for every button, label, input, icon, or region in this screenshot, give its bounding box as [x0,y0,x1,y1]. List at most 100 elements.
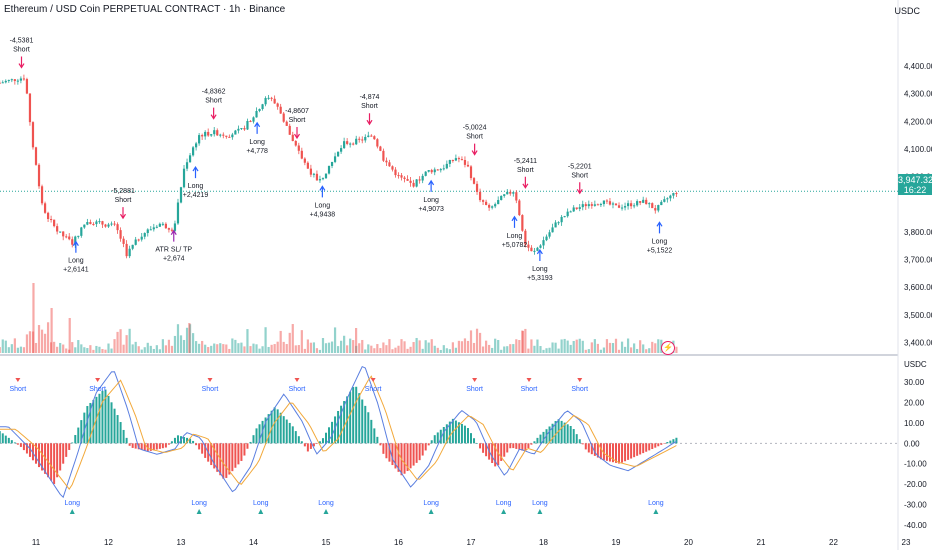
volume-bar [74,347,77,353]
signal-value: +4,9073 [418,206,444,213]
candle-body [330,161,334,166]
candle-body [596,204,599,206]
candle-body [294,140,297,146]
candle-body [445,163,448,169]
histogram-bar [62,443,65,464]
candle-body [46,212,50,220]
histogram-bar [466,428,469,444]
histogram-bar [645,443,648,452]
histogram-bar [611,443,614,463]
volume-bar [409,346,412,353]
candle-body [303,158,306,163]
histogram-bar [506,443,509,453]
time-tick-label: 14 [249,538,258,547]
candle-body [418,179,421,181]
osc-short-label: Short [289,386,306,393]
volume-bar [657,339,660,353]
signal-label: Long [423,197,439,204]
candle-body [333,156,337,162]
candle-body [312,173,316,175]
histogram-bar [110,402,113,444]
candle-body [43,203,47,213]
histogram-bar [572,429,575,444]
candle-body [306,162,309,169]
candle-body [557,222,560,224]
volume-bar [642,344,645,353]
candle-body [463,159,467,165]
volume-bar [306,339,309,353]
histogram-bar [669,440,672,444]
grid-lines [0,0,899,550]
volume-bar [412,342,415,353]
osc-tick-label: -40.00 [904,521,927,530]
histogram-bar [22,443,25,451]
signal-value: +2,6141 [63,267,89,274]
volume-bar [572,340,575,353]
histogram-bar [152,443,155,451]
osc-tick-label: 30.00 [904,378,925,387]
candle-body [128,248,131,257]
candle-body [249,120,252,122]
candle-body [255,110,258,118]
candle-body [373,136,376,140]
histogram-bar [201,443,204,454]
candle-body [201,135,204,137]
candle-body [575,207,578,209]
volume-bar [457,340,461,353]
histogram-bar [116,415,119,444]
osc-long-marker [653,509,659,514]
signal-value: -4,874 [360,94,380,101]
candle-body [466,164,470,167]
candle-body [645,199,648,205]
candle-body [581,204,584,208]
candle-body [481,200,485,202]
histogram-bar [433,435,436,444]
histogram-bar [485,443,488,457]
osc-short-label: Short [521,386,538,393]
osc-short-label: Short [365,386,382,393]
histogram-bar [255,428,258,444]
candle-body [636,201,639,206]
volume-bar [231,338,234,353]
candle-body [119,230,122,239]
histogram-bar [44,443,47,474]
volume-bar [554,342,557,353]
histogram-bar [575,434,578,444]
candle-body [349,143,352,145]
histogram-bar [71,442,74,444]
histogram-bar [602,443,605,461]
histogram-bar [524,443,527,452]
time-tick-label: 17 [467,538,476,547]
histogram-bar [424,443,427,451]
candle-body [626,203,630,207]
time-tick-label: 15 [322,538,331,547]
volume-bar [13,338,16,353]
volume-bar [318,349,322,353]
volume-bar [358,343,361,353]
price-tick-label: 4,300.00 [904,90,932,99]
osc-tick-label: 0.00 [904,439,920,448]
price-tick-label: 3,800.00 [904,228,932,237]
histogram-bar [204,443,207,458]
candle-body [530,247,533,252]
histogram-bar [113,408,116,444]
osc-short-marker [370,378,376,382]
candle-body [170,229,174,231]
volume-bar [185,327,189,353]
volume-bar [43,333,47,353]
volume-bar [463,338,467,353]
volume-bar [113,339,116,353]
histogram-bar [282,416,285,444]
volume-bar [28,331,32,353]
lightning-alert-icon[interactable]: ⚡ [661,341,675,355]
candle-body [663,199,666,202]
histogram-bar [527,443,530,449]
candle-body [297,145,300,151]
candle-body [315,173,319,181]
candle-body [273,98,276,104]
volume-bar [288,332,291,353]
volume-bar [478,332,482,353]
volume-bar [472,342,476,353]
volume-bar [530,339,533,353]
